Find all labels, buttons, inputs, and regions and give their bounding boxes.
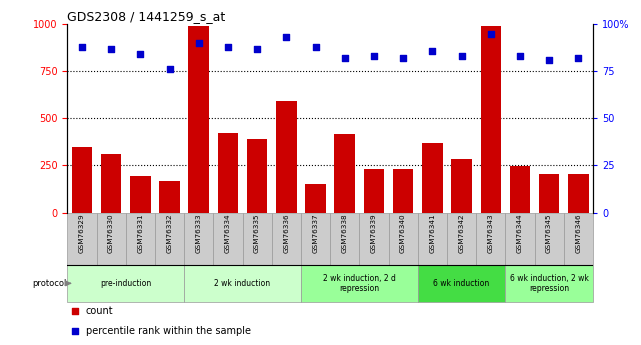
Bar — [155, 213, 184, 265]
Point — [456, 53, 467, 59]
Point — [194, 40, 204, 46]
Point — [106, 46, 116, 51]
Text: GSM76331: GSM76331 — [137, 214, 144, 253]
Text: GSM76329: GSM76329 — [79, 214, 85, 253]
Bar — [563, 213, 593, 265]
Point — [340, 55, 350, 61]
Bar — [505, 213, 535, 265]
Text: GSM76340: GSM76340 — [400, 214, 406, 253]
Bar — [388, 213, 418, 265]
Point — [544, 57, 554, 63]
Text: GSM76339: GSM76339 — [371, 214, 377, 253]
Text: GSM76343: GSM76343 — [488, 214, 494, 253]
Text: 6 wk induction, 2 wk
repression: 6 wk induction, 2 wk repression — [510, 274, 588, 293]
Point — [573, 55, 583, 61]
Point — [252, 46, 262, 51]
Bar — [97, 213, 126, 265]
Point — [486, 31, 496, 36]
Text: GSM76344: GSM76344 — [517, 214, 523, 253]
Bar — [476, 213, 505, 265]
Bar — [360, 213, 388, 265]
Bar — [481, 26, 501, 213]
Bar — [330, 213, 360, 265]
Bar — [67, 265, 184, 302]
Bar — [247, 139, 267, 213]
Point — [70, 308, 80, 314]
Text: protocol: protocol — [32, 279, 67, 288]
Bar — [301, 213, 330, 265]
Text: GSM76333: GSM76333 — [196, 214, 202, 253]
Text: GSM76335: GSM76335 — [254, 214, 260, 253]
Bar — [213, 213, 242, 265]
Bar — [101, 154, 121, 213]
Bar — [130, 176, 151, 213]
Bar — [447, 213, 476, 265]
Point — [281, 34, 292, 40]
Bar — [272, 213, 301, 265]
Text: GSM76346: GSM76346 — [576, 214, 581, 253]
Point — [164, 67, 174, 72]
Bar — [67, 213, 97, 265]
Text: pre-induction: pre-induction — [100, 279, 151, 288]
Bar — [188, 26, 209, 213]
Text: GSM76330: GSM76330 — [108, 214, 114, 253]
Text: count: count — [86, 306, 113, 316]
Point — [70, 328, 80, 334]
Text: GDS2308 / 1441259_s_at: GDS2308 / 1441259_s_at — [67, 10, 226, 23]
Point — [398, 55, 408, 61]
Point — [310, 44, 320, 50]
Text: GSM76341: GSM76341 — [429, 214, 435, 253]
Bar — [72, 147, 92, 213]
Bar — [126, 213, 155, 265]
Text: GSM76342: GSM76342 — [458, 214, 465, 253]
Text: GSM76337: GSM76337 — [313, 214, 319, 253]
Bar — [568, 174, 588, 213]
Text: 2 wk induction, 2 d
repression: 2 wk induction, 2 d repression — [323, 274, 395, 293]
Bar — [418, 213, 447, 265]
Bar — [159, 181, 179, 213]
Bar — [393, 169, 413, 213]
Bar — [510, 166, 530, 213]
Point — [427, 48, 437, 53]
Text: GSM76334: GSM76334 — [225, 214, 231, 253]
Bar — [422, 143, 442, 213]
Bar — [363, 169, 384, 213]
Bar — [242, 213, 272, 265]
Bar — [218, 134, 238, 213]
Point — [369, 53, 379, 59]
Point — [515, 53, 525, 59]
Text: GSM76338: GSM76338 — [342, 214, 347, 253]
Bar — [505, 265, 593, 302]
Point — [77, 44, 87, 50]
Text: GSM76332: GSM76332 — [167, 214, 172, 253]
Text: GSM76336: GSM76336 — [283, 214, 289, 253]
Text: GSM76345: GSM76345 — [546, 214, 552, 253]
Text: percentile rank within the sample: percentile rank within the sample — [86, 326, 251, 336]
Text: 6 wk induction: 6 wk induction — [433, 279, 490, 288]
Bar — [451, 159, 472, 213]
Text: 2 wk induction: 2 wk induction — [215, 279, 271, 288]
Bar — [305, 184, 326, 213]
Point — [223, 44, 233, 50]
Bar — [301, 265, 418, 302]
Bar — [418, 265, 505, 302]
Bar — [335, 134, 355, 213]
Bar — [184, 265, 301, 302]
Point — [135, 51, 146, 57]
Bar — [184, 213, 213, 265]
Bar — [276, 101, 297, 213]
Bar — [539, 174, 560, 213]
Bar — [535, 213, 563, 265]
